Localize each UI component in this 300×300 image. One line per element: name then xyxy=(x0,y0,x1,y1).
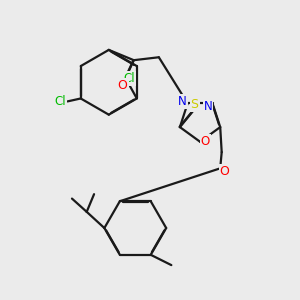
Text: O: O xyxy=(201,135,210,148)
Text: Cl: Cl xyxy=(54,95,66,108)
Text: N: N xyxy=(204,100,212,113)
Text: N: N xyxy=(178,95,187,108)
Text: Cl: Cl xyxy=(124,72,135,85)
Text: O: O xyxy=(118,79,128,92)
Text: O: O xyxy=(220,165,230,178)
Text: S: S xyxy=(190,98,199,111)
